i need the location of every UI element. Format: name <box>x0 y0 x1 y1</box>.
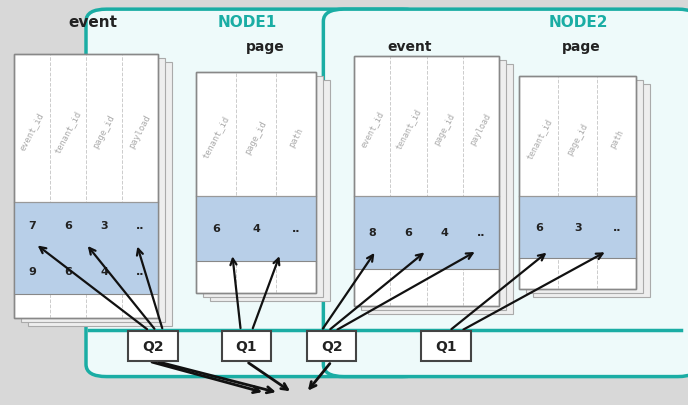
Text: page_id: page_id <box>244 119 269 156</box>
Text: payload: payload <box>469 112 493 147</box>
FancyBboxPatch shape <box>0 330 688 405</box>
Text: 8: 8 <box>369 228 376 238</box>
FancyBboxPatch shape <box>307 331 356 362</box>
FancyBboxPatch shape <box>196 196 316 261</box>
Text: ..: .. <box>612 222 621 232</box>
Text: path: path <box>608 128 625 150</box>
FancyBboxPatch shape <box>14 55 158 318</box>
Text: event: event <box>68 15 118 30</box>
FancyBboxPatch shape <box>368 65 513 314</box>
Text: 4: 4 <box>252 224 260 234</box>
FancyBboxPatch shape <box>128 331 178 362</box>
Text: 6: 6 <box>212 224 220 234</box>
FancyBboxPatch shape <box>196 73 316 294</box>
FancyBboxPatch shape <box>354 196 499 269</box>
Text: event_id: event_id <box>18 111 45 152</box>
Text: page: page <box>562 40 601 53</box>
Text: NODE2: NODE2 <box>548 15 608 30</box>
Text: Q1: Q1 <box>235 339 257 353</box>
Text: ..: .. <box>136 220 144 230</box>
FancyBboxPatch shape <box>361 61 506 310</box>
Text: page_id: page_id <box>566 122 590 156</box>
Text: tenant_id: tenant_id <box>524 117 553 161</box>
Text: 7: 7 <box>28 220 36 230</box>
FancyBboxPatch shape <box>28 63 172 326</box>
Text: 6: 6 <box>64 266 72 277</box>
Text: tenant_id: tenant_id <box>201 114 231 160</box>
Text: 4: 4 <box>100 266 108 277</box>
Text: event: event <box>387 40 431 53</box>
Text: 4: 4 <box>441 228 449 238</box>
Text: ..: .. <box>292 224 301 234</box>
FancyBboxPatch shape <box>323 10 688 377</box>
Text: tenant_id: tenant_id <box>394 107 423 151</box>
Text: event_id: event_id <box>359 109 386 149</box>
FancyBboxPatch shape <box>519 196 636 258</box>
Text: payload: payload <box>127 113 153 149</box>
Text: 9: 9 <box>28 266 36 277</box>
FancyBboxPatch shape <box>14 248 158 295</box>
Text: Q1: Q1 <box>435 339 457 353</box>
Text: ..: .. <box>136 266 144 277</box>
FancyBboxPatch shape <box>210 81 330 302</box>
FancyBboxPatch shape <box>533 85 650 298</box>
Text: Q2: Q2 <box>321 339 343 353</box>
Text: tenant_id: tenant_id <box>53 109 83 154</box>
Text: ..: .. <box>477 228 485 238</box>
FancyBboxPatch shape <box>354 57 499 306</box>
FancyBboxPatch shape <box>519 77 636 290</box>
FancyBboxPatch shape <box>14 202 158 248</box>
FancyBboxPatch shape <box>222 331 271 362</box>
Text: 6: 6 <box>405 228 412 238</box>
Text: page: page <box>246 40 284 53</box>
Text: 3: 3 <box>100 220 108 230</box>
FancyBboxPatch shape <box>21 59 165 322</box>
FancyBboxPatch shape <box>203 77 323 298</box>
Text: 6: 6 <box>535 222 543 232</box>
Text: page_id: page_id <box>92 113 117 149</box>
Text: Q2: Q2 <box>142 339 164 353</box>
Text: NODE1: NODE1 <box>218 15 277 30</box>
Text: page_id: page_id <box>433 112 457 147</box>
FancyBboxPatch shape <box>526 81 643 294</box>
Text: 3: 3 <box>574 222 582 232</box>
FancyBboxPatch shape <box>86 10 423 377</box>
Text: 6: 6 <box>64 220 72 230</box>
Text: path: path <box>288 126 305 149</box>
FancyBboxPatch shape <box>421 331 471 362</box>
